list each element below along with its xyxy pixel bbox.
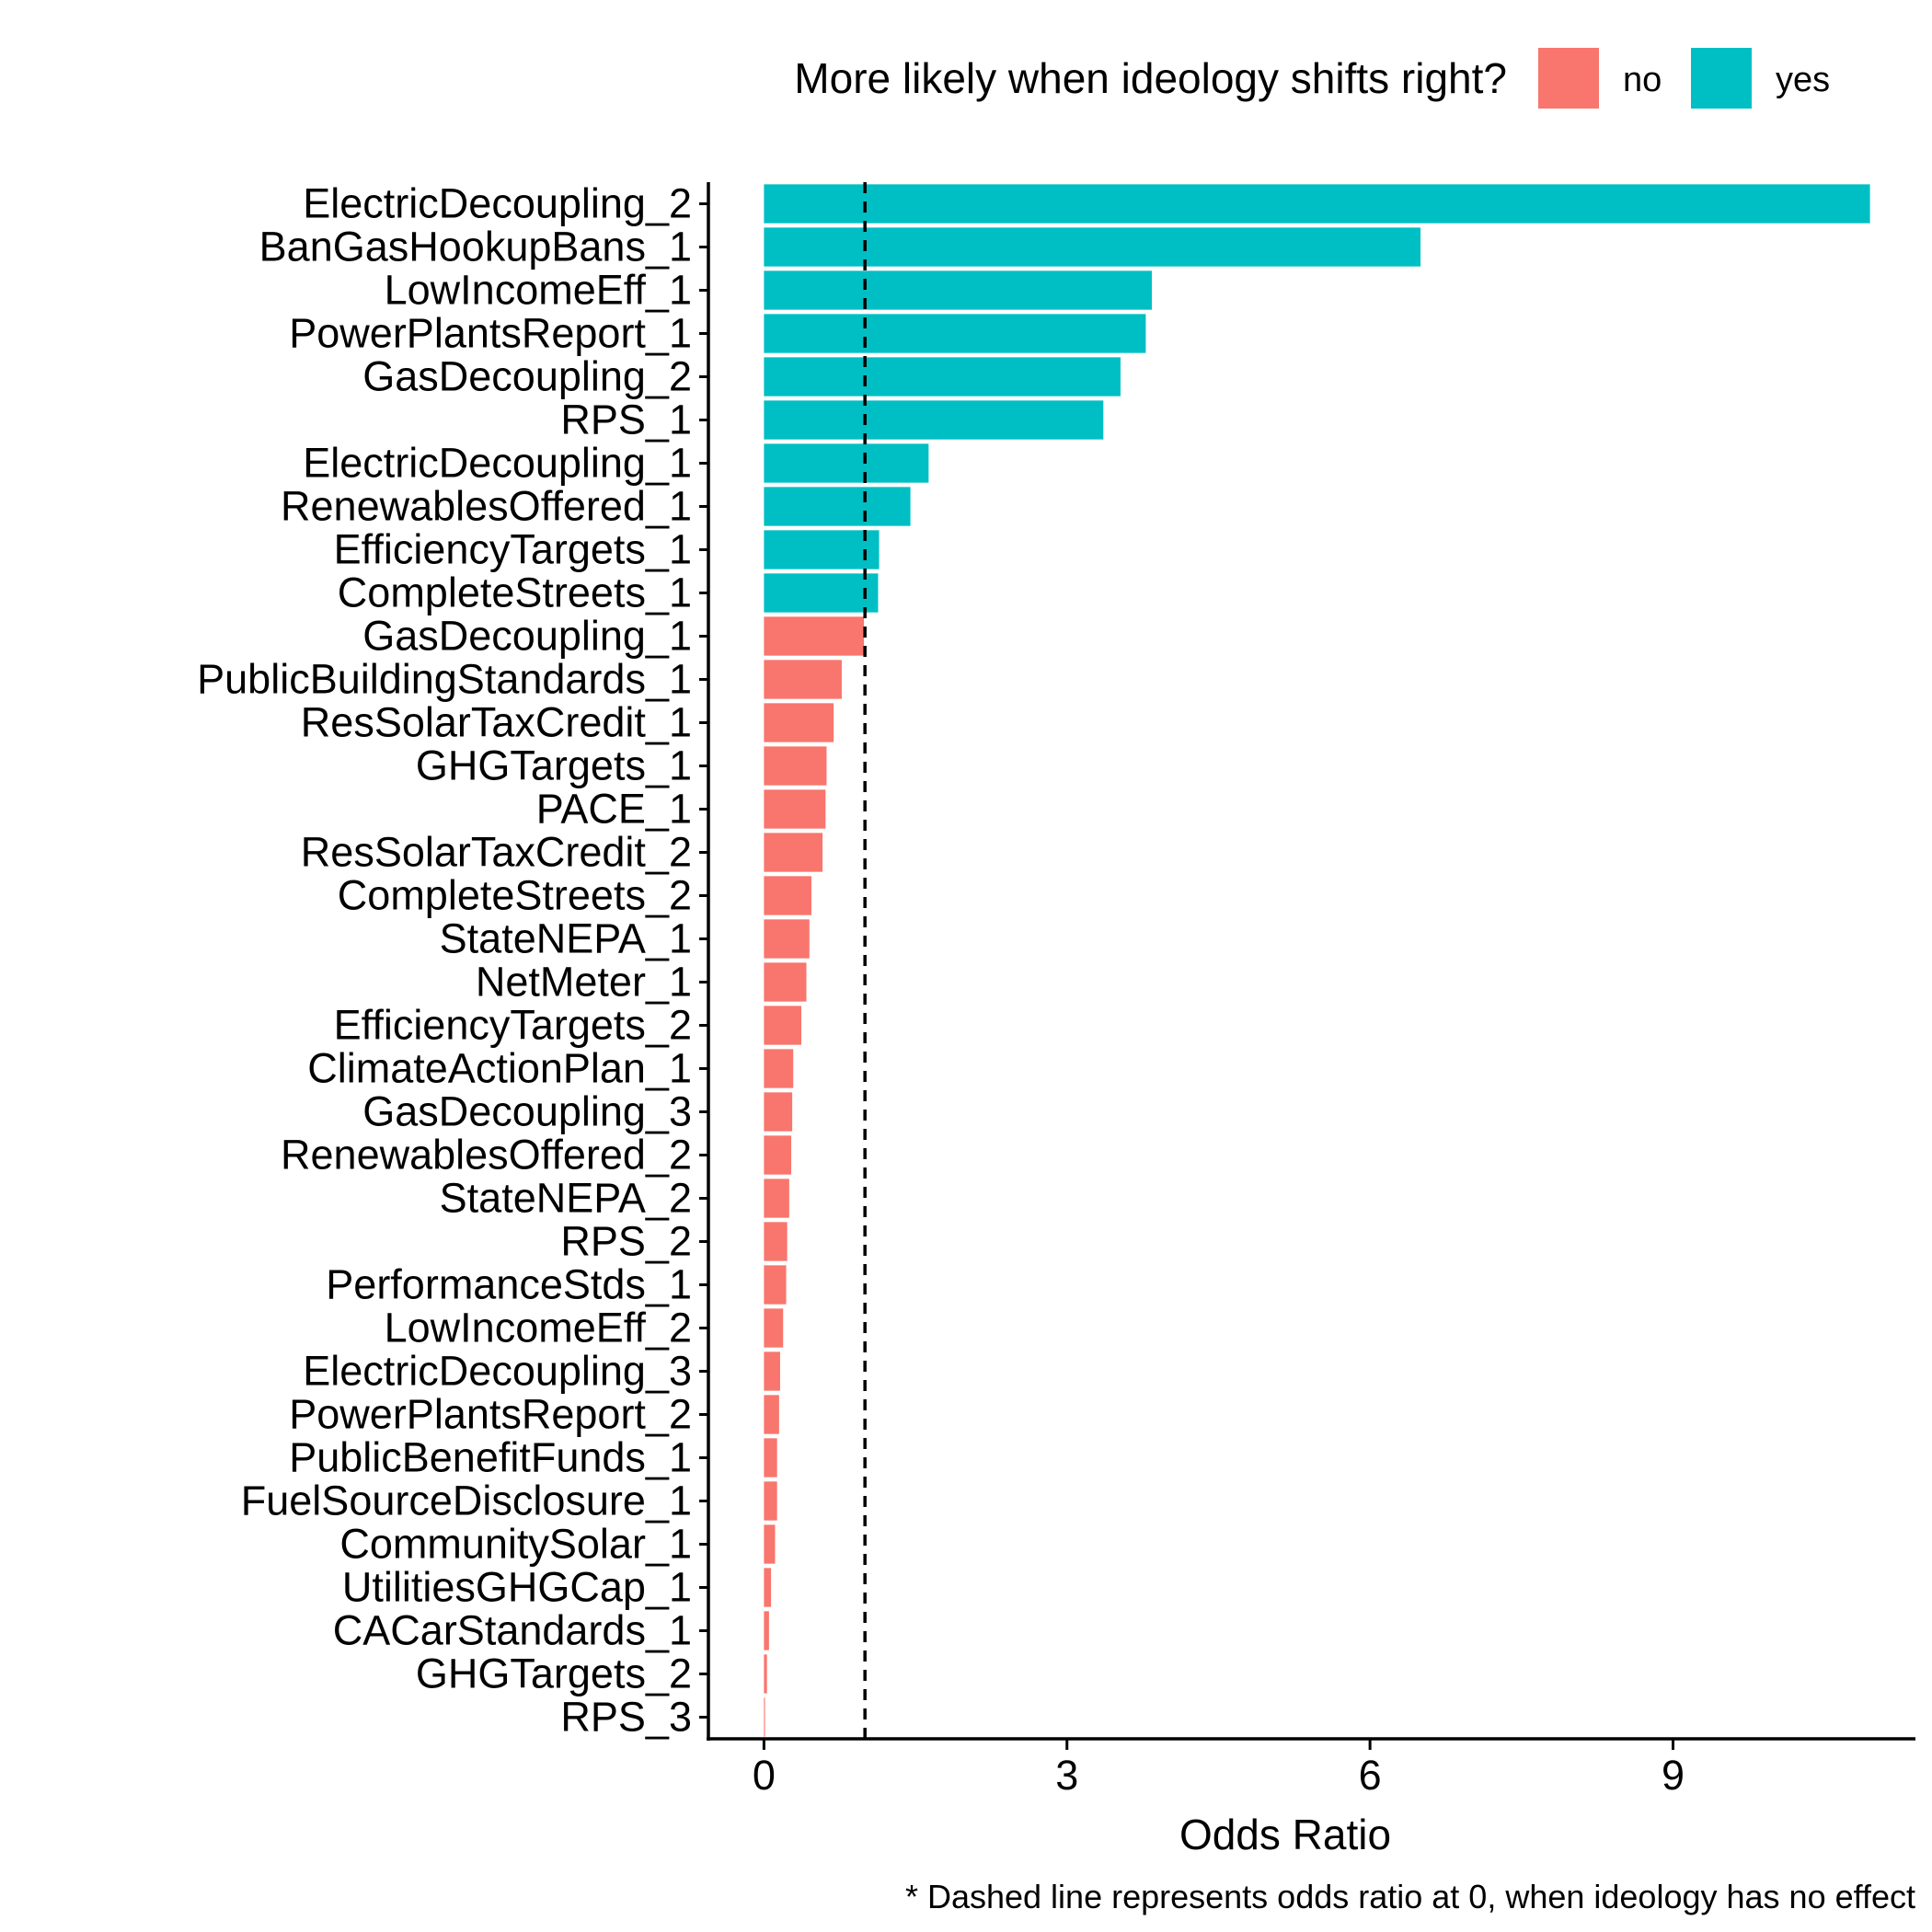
y-tick-label: PowerPlantsReport_2 (289, 1391, 692, 1438)
y-tick-label: PowerPlantsReport_1 (289, 310, 692, 357)
bar-GasDecoupling_1 (764, 616, 865, 656)
bar-UtilitiesGHGCap_1 (764, 1568, 772, 1607)
y-tick-label: PerformanceStds_1 (326, 1261, 692, 1308)
y-tick-label: ElectricDecoupling_3 (303, 1348, 692, 1395)
y-tick-label: PublicBenefitFunds_1 (289, 1434, 692, 1481)
bar-GasDecoupling_2 (764, 357, 1121, 397)
bar-RenewablesOffered_1 (764, 487, 911, 526)
y-tick-label: EfficiencyTargets_2 (334, 1002, 692, 1049)
x-axis: 0 3 6 9 (707, 1737, 1915, 1799)
y-tick-label: RPS_1 (560, 397, 692, 443)
bar-PowerPlantsReport_2 (764, 1395, 779, 1434)
y-tick-label: CommunitySolar_1 (339, 1521, 692, 1568)
bar-PublicBuildingStandards_1 (764, 660, 842, 699)
y-tick-label: GHGTargets_1 (416, 742, 692, 789)
legend-key-no (1538, 48, 1599, 109)
x-axis-title: Odds Ratio (1179, 1811, 1391, 1858)
legend-title: More likely when ideology shifts right? (794, 54, 1507, 102)
y-tick-label: ClimateActionPlan_1 (307, 1045, 692, 1092)
x-tick-label: 6 (1359, 1752, 1382, 1799)
y-tick-label: ElectricDecoupling_2 (303, 180, 692, 227)
y-tick-label: NetMeter_1 (476, 959, 692, 1006)
y-tick-label: RPS_3 (560, 1694, 692, 1741)
bar-ResSolarTaxCredit_1 (764, 703, 834, 742)
bar-GHGTargets_2 (764, 1654, 767, 1694)
caption: * Dashed line represents odds ratio at 0… (905, 1878, 1915, 1915)
bar-ElectricDecoupling_3 (764, 1351, 780, 1391)
y-tick-label: LowIncomeEff_2 (385, 1305, 692, 1351)
x-tick-label: 3 (1055, 1752, 1078, 1799)
y-tick-label: PACE_1 (536, 786, 692, 833)
legend-label-yes: yes (1776, 61, 1830, 99)
bar-CompleteStreets_1 (764, 573, 879, 613)
bar-RenewablesOffered_2 (764, 1135, 792, 1175)
y-tick-label: StateNEPA_2 (440, 1175, 692, 1222)
bar-ResSolarTaxCredit_2 (764, 833, 823, 872)
x-tick-label: 0 (753, 1752, 776, 1799)
y-tick-label: GasDecoupling_2 (362, 353, 692, 400)
y-tick-label: CACarStandards_1 (333, 1607, 692, 1654)
y-tick-label: GasDecoupling_1 (362, 613, 692, 660)
bar-PublicBenefitFunds_1 (764, 1438, 777, 1478)
y-tick-label: RenewablesOffered_1 (281, 483, 692, 530)
y-tick-label: PublicBuildingStandards_1 (197, 656, 692, 703)
bar-RPS_2 (764, 1222, 788, 1261)
bar-NetMeter_1 (764, 962, 807, 1002)
bar-ElectricDecoupling_1 (764, 443, 929, 483)
bar-RPS_3 (764, 1697, 765, 1737)
y-tick-label: BanGasHookupBans_1 (259, 224, 692, 270)
y-tick-label: ResSolarTaxCredit_2 (301, 829, 692, 876)
y-tick-label: CompleteStreets_1 (338, 569, 692, 616)
bar-PerformanceStds_1 (764, 1265, 787, 1305)
y-tick-label: StateNEPA_1 (440, 915, 692, 962)
legend-label-no: no (1623, 61, 1662, 99)
y-axis: ElectricDecoupling_2BanGasHookupBans_1Lo… (197, 180, 710, 1741)
bar-PowerPlantsReport_1 (764, 314, 1146, 353)
bar-StateNEPA_2 (764, 1179, 789, 1218)
y-tick-label: EfficiencyTargets_1 (334, 526, 692, 573)
bar-GasDecoupling_3 (764, 1092, 793, 1132)
bar-StateNEPA_1 (764, 919, 810, 959)
bar-CommunitySolar_1 (764, 1524, 776, 1564)
y-tick-label: CompleteStreets_2 (338, 872, 692, 919)
bar-GHGTargets_1 (764, 746, 827, 786)
y-tick-label: GHGTargets_2 (416, 1650, 692, 1697)
legend: More likely when ideology shifts right? … (794, 48, 1830, 109)
y-tick-label: ElectricDecoupling_1 (303, 440, 692, 487)
y-tick-label: ResSolarTaxCredit_1 (301, 699, 692, 746)
bar-LowIncomeEff_2 (764, 1308, 784, 1348)
y-tick-label: RPS_2 (560, 1218, 692, 1265)
y-tick-label: GasDecoupling_3 (362, 1088, 692, 1135)
y-tick-label: LowIncomeEff_1 (385, 267, 692, 314)
bar-ClimateActionPlan_1 (764, 1049, 794, 1088)
bar-LowIncomeEff_1 (764, 270, 1152, 310)
bars (764, 184, 1870, 1737)
bar-PACE_1 (764, 789, 826, 829)
bar-ElectricDecoupling_2 (764, 184, 1870, 224)
bar-FuelSourceDisclosure_1 (764, 1481, 777, 1521)
y-tick-label: UtilitiesGHGCap_1 (342, 1564, 692, 1611)
x-tick-label: 9 (1662, 1752, 1685, 1799)
bar-EfficiencyTargets_1 (764, 530, 880, 569)
y-tick-label: FuelSourceDisclosure_1 (241, 1478, 692, 1524)
bar-CompleteStreets_2 (764, 876, 811, 915)
bar-CACarStandards_1 (764, 1611, 769, 1650)
bar-BanGasHookupBans_1 (764, 227, 1421, 267)
legend-key-yes (1691, 48, 1752, 109)
bar-RPS_1 (764, 400, 1104, 440)
y-tick-label: RenewablesOffered_2 (281, 1132, 692, 1179)
bar-EfficiencyTargets_2 (764, 1006, 802, 1045)
